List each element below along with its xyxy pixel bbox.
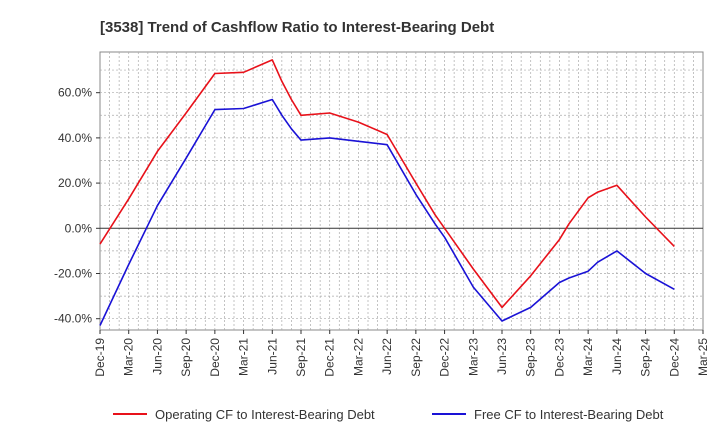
plot-area <box>99 51 704 331</box>
x-tick-label: Dec-21 <box>323 338 337 377</box>
y-tick-label: -40.0% <box>54 312 92 326</box>
x-tick-label: Dec-19 <box>93 338 107 377</box>
legend-label: Free CF to Interest-Bearing Debt <box>474 407 664 422</box>
x-tick-label: Jun-22 <box>380 338 394 375</box>
x-tick-label: Jun-21 <box>265 338 279 375</box>
series-lines <box>99 59 675 326</box>
x-tick-label: Mar-25 <box>696 338 710 376</box>
x-tick-label: Sep-22 <box>409 338 423 377</box>
x-tick-label: Mar-23 <box>466 338 480 376</box>
x-tick-label: Jun-23 <box>495 338 509 375</box>
x-tick-label: Sep-21 <box>294 338 308 377</box>
x-tick-label: Sep-20 <box>179 338 193 377</box>
x-tick-label: Sep-24 <box>639 338 653 377</box>
series-line-operating-cf <box>99 59 675 309</box>
x-tick-label: Jun-24 <box>610 338 624 375</box>
legend-label: Operating CF to Interest-Bearing Debt <box>155 407 375 422</box>
legend: Operating CF to Interest-Bearing Debt Fre… <box>113 407 664 422</box>
y-tick-label: -20.0% <box>54 266 92 280</box>
series-line-free-cf <box>99 98 675 326</box>
x-tick-label: Dec-23 <box>552 338 566 377</box>
y-tick-label: 0.0% <box>65 221 93 235</box>
x-tick-label: Jun-20 <box>150 338 164 375</box>
x-tick-label: Mar-21 <box>237 338 251 376</box>
x-axis-ticks: Dec-19 Mar-20 Jun-20 Sep-20 Dec-20 Mar-21 Jun-… <box>93 330 710 377</box>
x-tick-label: Mar-24 <box>581 338 595 376</box>
x-tick-label: Sep-23 <box>524 338 538 377</box>
chart-title: [3538] Trend of Cashflow Ratio to Intere… <box>100 19 494 36</box>
y-axis-ticks: -40.0% -20.0% 0.0% 20.0% 40.0% 60.0% <box>54 86 100 326</box>
x-tick-label: Mar-20 <box>122 338 136 376</box>
x-tick-label: Dec-22 <box>438 338 452 377</box>
y-tick-label: 20.0% <box>58 176 92 190</box>
y-tick-label: 60.0% <box>58 86 92 100</box>
x-tick-label: Dec-20 <box>208 338 222 377</box>
y-tick-label: 40.0% <box>58 131 92 145</box>
x-tick-label: Mar-22 <box>351 338 365 376</box>
x-tick-label: Dec-24 <box>667 338 681 377</box>
